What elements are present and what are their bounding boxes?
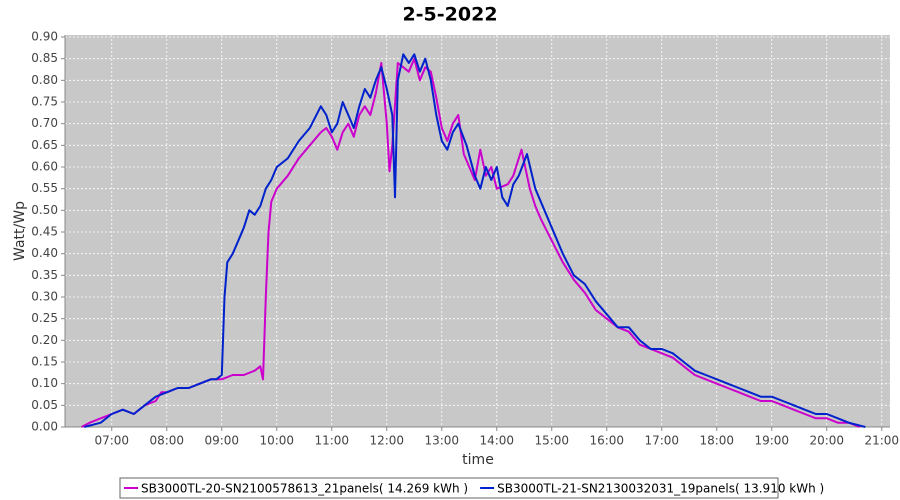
x-tick-label: 21:00 bbox=[864, 434, 899, 448]
x-tick-label: 08:00 bbox=[149, 434, 184, 448]
x-tick-label: 10:00 bbox=[259, 434, 294, 448]
y-tick-label: 0.80 bbox=[31, 73, 58, 87]
y-tick-label: 0.10 bbox=[31, 376, 58, 390]
series-line bbox=[83, 53, 866, 428]
y-tick-label: 0.60 bbox=[31, 160, 58, 174]
x-tick-label: 11:00 bbox=[314, 434, 349, 448]
y-tick-label: 0.05 bbox=[31, 398, 58, 412]
y-tick-label: 0.50 bbox=[31, 203, 58, 217]
x-tick-label: 09:00 bbox=[204, 434, 239, 448]
y-tick-label: 0.35 bbox=[31, 268, 58, 282]
x-axis-label: time bbox=[462, 452, 494, 468]
y-tick-label: 0.65 bbox=[31, 138, 58, 152]
chart-title: 2-5-2022 bbox=[402, 4, 497, 26]
x-tick-label: 19:00 bbox=[754, 434, 789, 448]
y-tick-label: 0.40 bbox=[31, 246, 58, 260]
y-tick-label: 0.75 bbox=[31, 95, 58, 109]
y-tick-label: 0.45 bbox=[31, 225, 58, 239]
y-tick-label: 0.90 bbox=[31, 30, 58, 44]
y-tick-label: 0.15 bbox=[31, 355, 58, 369]
x-tick-label: 17:00 bbox=[644, 434, 679, 448]
y-tick-label: 0.70 bbox=[31, 116, 58, 130]
y-tick-label: 0.55 bbox=[31, 181, 58, 195]
x-tick-label: 13:00 bbox=[424, 434, 459, 448]
x-tick-label: 18:00 bbox=[699, 434, 734, 448]
y-tick-label: 0.30 bbox=[31, 290, 58, 304]
legend-label: SB3000TL-21-SN2130032031_19panels( 13.91… bbox=[497, 482, 824, 496]
y-axis-label: Watt/Wp bbox=[12, 201, 28, 261]
x-tick-label: 20:00 bbox=[809, 434, 844, 448]
legend-label: SB3000TL-20-SN2100578613_21panels( 14.26… bbox=[141, 482, 468, 496]
y-tick-label: 0.85 bbox=[31, 51, 58, 65]
x-tick-label: 15:00 bbox=[534, 434, 569, 448]
plot-area bbox=[65, 35, 890, 427]
y-tick-label: 0.00 bbox=[31, 420, 58, 434]
y-tick-label: 0.25 bbox=[31, 311, 58, 325]
x-tick-label: 12:00 bbox=[369, 434, 404, 448]
x-tick-label: 07:00 bbox=[94, 434, 129, 448]
x-tick-label: 16:00 bbox=[589, 434, 624, 448]
legend-box bbox=[119, 477, 779, 499]
x-tick-label: 14:00 bbox=[479, 434, 514, 448]
y-tick-label: 0.20 bbox=[31, 333, 58, 347]
